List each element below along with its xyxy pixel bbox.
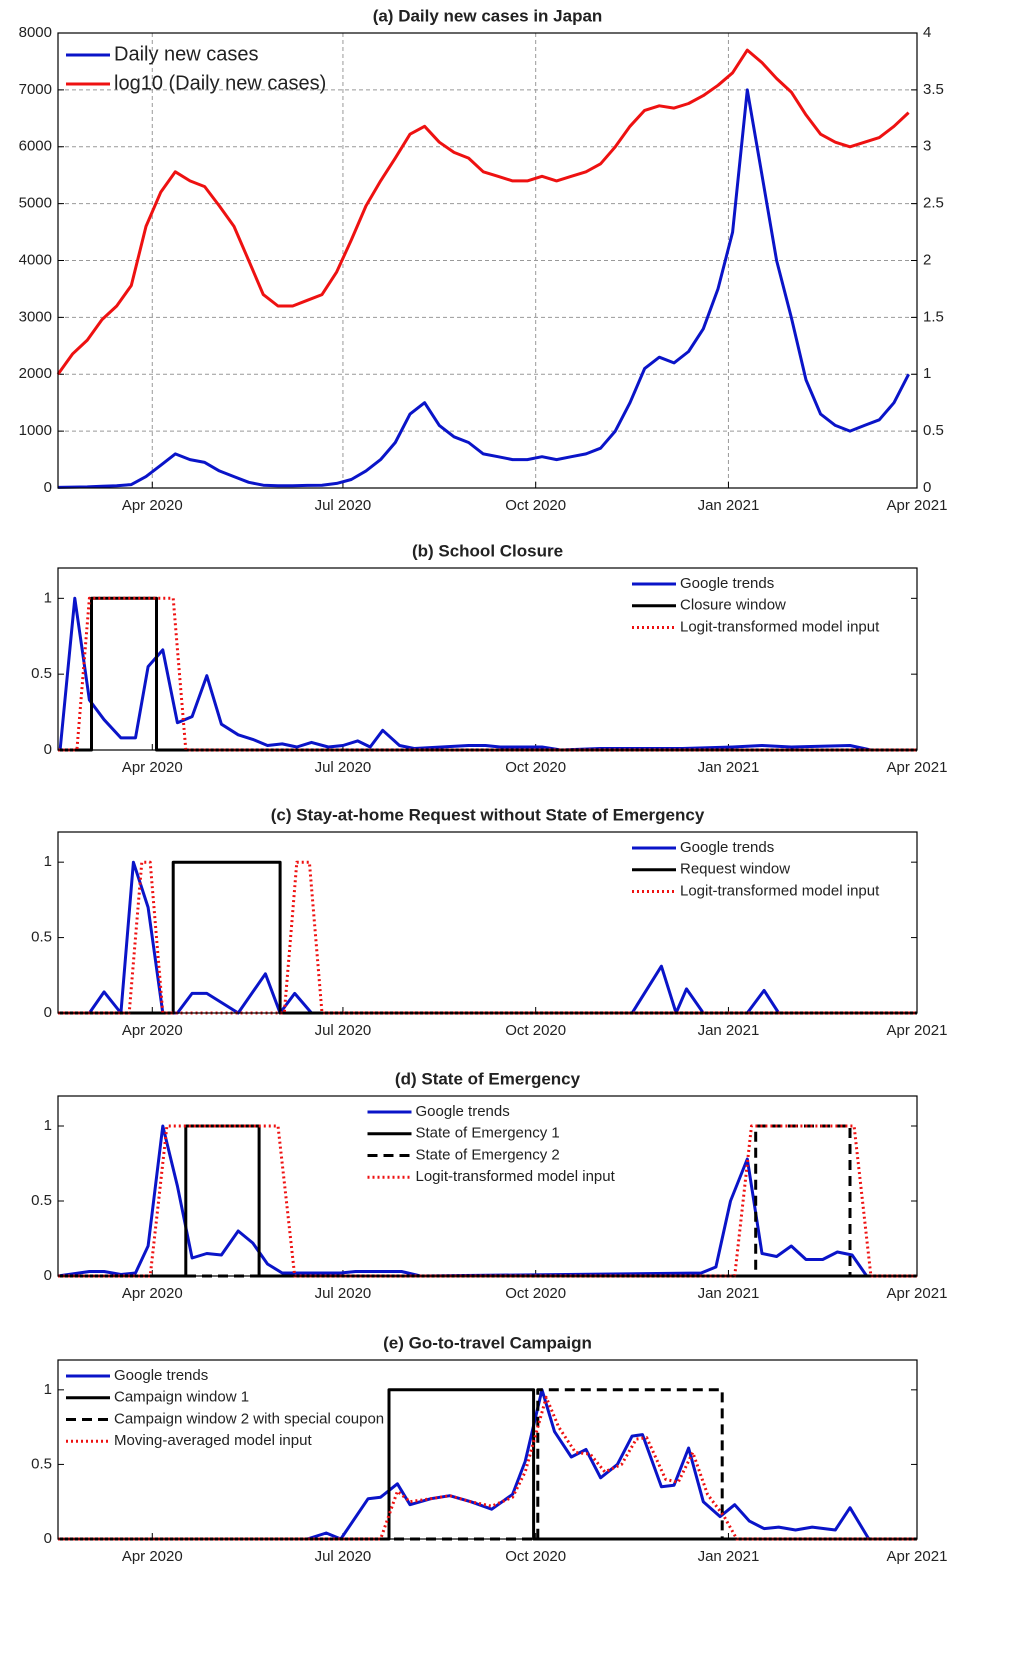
plot-frame (57, 1359, 918, 1540)
y2-tick-label: 1.5 (923, 308, 944, 325)
x-tick-label: Jan 2021 (698, 1022, 760, 1039)
x-tick-label: Apr 2021 (887, 1285, 948, 1302)
legend: Google trends State of Emergency 1 State o… (367, 1103, 616, 1185)
legend-label: Closure window (680, 597, 786, 614)
y-tick-label: 5000 (19, 195, 52, 212)
legend-label: Campaign window 2 with special coupon (114, 1410, 384, 1427)
legend: Google trends Closure window Logit-transfo… (632, 575, 880, 635)
x-tick-label: Oct 2020 (505, 759, 566, 776)
legend: Daily new cases log10 (Daily new cases) (66, 43, 326, 94)
x-tick-label: Jul 2020 (315, 1022, 372, 1039)
legend-label: Logit-transformed model input (416, 1168, 616, 1185)
legend-label: Logit-transformed model input (680, 618, 880, 635)
y-tick-label: 1 (44, 589, 52, 606)
legend-label: State of Emergency 1 (416, 1125, 560, 1142)
x-tick-label: Apr 2020 (122, 1285, 183, 1302)
legend-label: State of Emergency 2 (416, 1146, 560, 1163)
series-line (58, 1395, 917, 1541)
series-line (58, 1388, 917, 1541)
chart-title: (d) State of Emergency (395, 1069, 581, 1088)
x-tick-label: Oct 2020 (505, 1285, 566, 1302)
y-tick-label: 2000 (19, 365, 52, 382)
legend-label: log10 (Daily new cases) (114, 72, 326, 94)
legend-label: Daily new cases (114, 43, 259, 65)
x-tick-label: Apr 2021 (887, 497, 948, 514)
plot-frame (57, 1095, 918, 1277)
plot-frame (57, 32, 918, 489)
x-tick-label: Oct 2020 (505, 1548, 566, 1565)
series-line (57, 88, 910, 489)
x-tick-label: Apr 2021 (887, 1548, 948, 1565)
x-tick-label: Apr 2020 (122, 1548, 183, 1565)
y2-tick-label: 2 (923, 251, 931, 268)
x-tick-label: Jan 2021 (698, 1285, 760, 1302)
legend-label: Google trends (680, 575, 774, 592)
x-tick-label: Apr 2021 (887, 759, 948, 776)
y-tick-label: 8000 (19, 24, 52, 41)
y2-tick-label: 3 (923, 138, 931, 155)
series-line (58, 860, 917, 1015)
legend-label: Google trends (114, 1367, 208, 1384)
y-tick-label: 0 (44, 741, 52, 758)
y2-tick-label: 3.5 (923, 81, 944, 98)
x-tick-label: Jul 2020 (315, 497, 372, 514)
y-tick-label: 3000 (19, 308, 52, 325)
x-tick-label: Jan 2021 (698, 759, 760, 776)
y-tick-label: 0.5 (31, 929, 52, 946)
x-tick-label: Jan 2021 (698, 1548, 760, 1565)
x-tick-label: Jul 2020 (315, 1548, 372, 1565)
legend: Google trends Request window Logit-transfo… (632, 839, 880, 899)
y-tick-label: 1 (44, 853, 52, 870)
y-tick-label: 1 (44, 1117, 52, 1134)
x-tick-label: Jan 2021 (698, 497, 760, 514)
legend-label: Campaign window 1 (114, 1389, 249, 1406)
legend: Google trends Campaign window 1 Campaign w… (66, 1367, 384, 1449)
chart-title: (e) Go-to-travel Campaign (383, 1333, 592, 1352)
y-tick-label: 0.5 (31, 1192, 52, 1209)
plot-frame (57, 567, 918, 751)
chart-title: (a) Daily new cases in Japan (373, 6, 603, 25)
legend-label: Moving-averaged model input (114, 1432, 312, 1449)
x-tick-label: Oct 2020 (505, 1022, 566, 1039)
legend-label: Logit-transformed model input (680, 882, 880, 899)
x-tick-label: Apr 2021 (887, 1022, 948, 1039)
chart-title: (b) School Closure (412, 541, 563, 560)
series-line (57, 1124, 917, 1278)
x-tick-label: Apr 2020 (122, 759, 183, 776)
series-line (58, 596, 917, 752)
y-tick-label: 6000 (19, 138, 52, 155)
y-tick-label: 0 (44, 1267, 52, 1284)
y2-tick-label: 0 (923, 479, 931, 496)
legend-label: Google trends (680, 839, 774, 856)
x-tick-label: Jul 2020 (315, 1285, 372, 1302)
chart-title: (c) Stay-at-home Request without State o… (271, 805, 705, 824)
x-tick-label: Apr 2020 (122, 497, 183, 514)
y-tick-label: 1 (44, 1381, 52, 1398)
plot-frame (57, 831, 918, 1014)
legend-label: Request window (680, 861, 790, 878)
y-tick-label: 0 (44, 1530, 52, 1547)
x-tick-label: Oct 2020 (505, 497, 566, 514)
y-tick-label: 7000 (19, 81, 52, 98)
y-tick-label: 0 (44, 1004, 52, 1021)
y2-tick-label: 2.5 (923, 195, 944, 212)
y2-tick-label: 4 (923, 24, 931, 41)
x-tick-label: Apr 2020 (122, 1022, 183, 1039)
legend-label: Google trends (416, 1103, 510, 1120)
y-tick-label: 0.5 (31, 665, 52, 682)
x-tick-label: Jul 2020 (315, 759, 372, 776)
y2-tick-label: 0.5 (923, 422, 944, 439)
series-line (56, 48, 910, 376)
y-tick-label: 0 (44, 479, 52, 496)
y-tick-label: 0.5 (31, 1455, 52, 1472)
y2-tick-label: 1 (923, 365, 931, 382)
y-tick-label: 4000 (19, 251, 52, 268)
y-tick-label: 1000 (19, 422, 52, 439)
